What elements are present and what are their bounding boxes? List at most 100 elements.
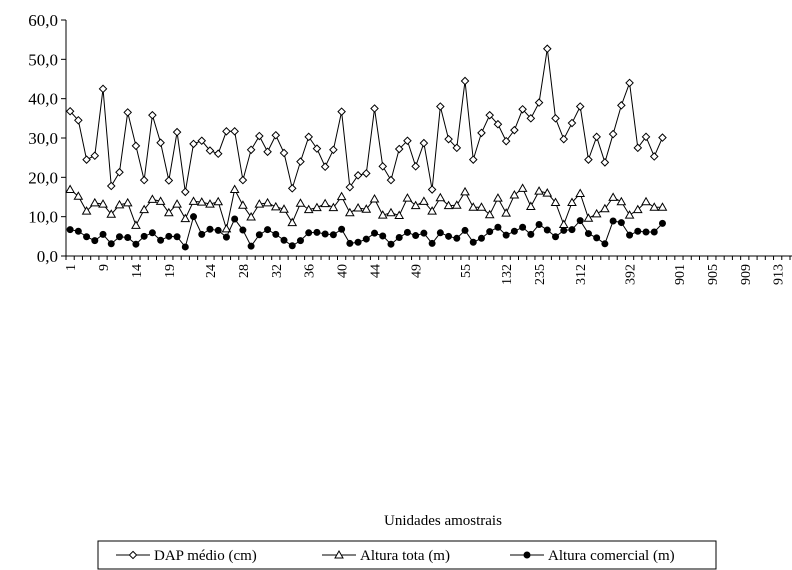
data-point xyxy=(329,145,338,155)
data-point xyxy=(642,228,650,236)
data-point xyxy=(361,204,372,213)
x-tick-label: 235 xyxy=(533,264,548,285)
data-point xyxy=(321,230,329,238)
x-tick-label: 901 xyxy=(673,264,688,285)
data-point xyxy=(518,104,527,114)
data-point xyxy=(338,225,346,233)
y-tick-label: 20,0 xyxy=(28,168,58,187)
data-point xyxy=(353,203,363,212)
legend-box xyxy=(97,540,717,570)
data-point xyxy=(221,223,232,233)
data-point xyxy=(296,157,305,166)
data-point xyxy=(419,138,429,148)
data-point xyxy=(510,227,518,235)
data-point xyxy=(591,208,602,218)
data-point xyxy=(320,162,330,172)
data-point xyxy=(526,114,536,123)
y-tick-label: 40,0 xyxy=(28,90,58,109)
data-point xyxy=(255,131,264,141)
data-point xyxy=(658,133,667,142)
data-point xyxy=(411,162,420,171)
data-point xyxy=(295,198,306,207)
legend-entry: DAP médio (cm) xyxy=(116,548,257,564)
data-point xyxy=(99,230,107,238)
data-point xyxy=(139,204,150,214)
data-point xyxy=(181,243,189,251)
data-point xyxy=(312,202,322,212)
legend-entry: Altura comercial (m) xyxy=(510,548,675,564)
legend-label: Altura comercial (m) xyxy=(548,548,675,564)
data-point xyxy=(650,228,658,236)
data-point xyxy=(229,184,240,194)
data-point xyxy=(82,155,91,164)
data-point xyxy=(288,242,296,250)
legend-marker xyxy=(523,551,531,559)
legend-label: DAP médio (cm) xyxy=(154,548,257,564)
data-point xyxy=(287,184,297,193)
x-axis-title: Unidades amostrais xyxy=(384,513,502,529)
data-point xyxy=(436,229,444,237)
data-point xyxy=(353,171,363,180)
data-point xyxy=(477,234,485,242)
data-point xyxy=(632,204,643,214)
data-point xyxy=(148,110,157,120)
data-point xyxy=(329,231,337,239)
data-point xyxy=(180,213,191,223)
x-tick-label: 132 xyxy=(500,264,515,285)
data-point xyxy=(346,239,354,247)
data-point xyxy=(305,229,313,237)
data-point xyxy=(222,233,230,241)
data-point xyxy=(633,143,643,153)
x-tick-label: 9 xyxy=(97,264,112,271)
data-point xyxy=(213,196,224,206)
data-point xyxy=(593,234,601,242)
data-point xyxy=(98,84,108,94)
data-point xyxy=(255,231,263,239)
y-tick-label: 0,0 xyxy=(37,247,58,266)
data-point xyxy=(320,198,331,208)
data-point xyxy=(205,146,215,155)
data-point xyxy=(198,230,206,238)
x-tick-label: 909 xyxy=(739,264,754,285)
data-point xyxy=(575,188,586,197)
data-point xyxy=(403,228,411,236)
data-point xyxy=(476,202,487,211)
data-point xyxy=(460,76,470,86)
data-point xyxy=(451,200,462,209)
x-tick-label: 312 xyxy=(574,264,589,285)
data-point xyxy=(641,196,651,206)
data-point xyxy=(534,186,544,195)
data-point xyxy=(387,240,395,248)
data-point xyxy=(517,183,528,192)
data-point xyxy=(188,196,199,205)
data-point xyxy=(501,208,512,217)
data-point xyxy=(519,223,527,231)
chart-legend: DAP médio (cm) Altura tota (m) Altura come… xyxy=(97,540,717,570)
data-point xyxy=(443,200,454,210)
data-point xyxy=(91,237,99,245)
data-point xyxy=(344,207,355,217)
data-point xyxy=(238,200,248,209)
data-point xyxy=(140,232,148,240)
data-point xyxy=(263,147,272,157)
data-point xyxy=(173,233,181,241)
chart-axes xyxy=(65,20,792,257)
data-point xyxy=(486,228,494,236)
data-point xyxy=(107,240,115,248)
data-point xyxy=(568,226,576,234)
data-point xyxy=(362,235,370,243)
data-point xyxy=(287,217,298,227)
data-point xyxy=(468,155,478,164)
data-point xyxy=(132,240,140,248)
data-point xyxy=(419,196,429,205)
data-point xyxy=(395,234,403,242)
data-point xyxy=(403,136,412,146)
data-point xyxy=(477,128,486,138)
data-point xyxy=(510,125,519,135)
data-point xyxy=(509,190,520,199)
y-tick-label: 30,0 xyxy=(28,129,58,148)
data-point xyxy=(649,152,659,161)
data-point xyxy=(336,191,347,201)
data-point xyxy=(180,187,190,197)
data-point xyxy=(345,182,355,192)
